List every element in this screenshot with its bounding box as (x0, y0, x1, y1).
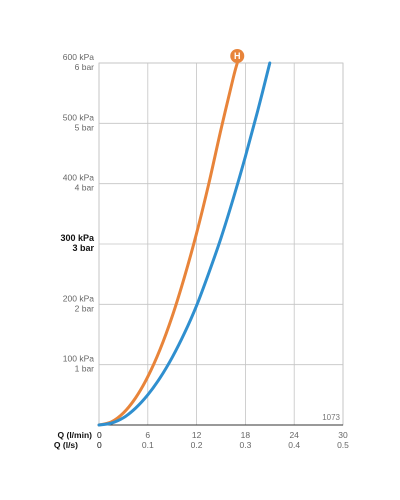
y-tick-label-kpa: 500 kPa (63, 112, 94, 122)
y-tick-label-kpa: 600 kPa (63, 52, 94, 62)
series-line-2 (97, 61, 272, 427)
y-tick-label-kpa: 300 kPa (60, 233, 95, 243)
x-tick-label-lmin: 6 (145, 430, 150, 440)
x-tick-label-ls: 0 (97, 440, 102, 450)
x-tick-label-lmin: 0 (97, 430, 102, 440)
x-axis-labels: 00 60.1 120.2 180.3 240.4 300.5 (97, 430, 349, 450)
x-tick-label-ls: 0.3 (239, 440, 251, 450)
y-tick-label-bar: 5 bar (75, 122, 95, 132)
major-grid (98, 62, 344, 426)
x-tick-label-lmin: 30 (338, 430, 348, 440)
y-tick-label-bar: 4 bar (75, 183, 95, 193)
series-marker-label: H (234, 51, 241, 61)
y-tick-label-kpa: 400 kPa (63, 173, 94, 183)
x-tick-label-ls: 0.4 (288, 440, 300, 450)
x-axis-label-ls: Q (l/s) (54, 440, 78, 450)
y-tick-label-kpa: 100 kPa (63, 354, 94, 364)
series-marker-badge (230, 49, 245, 63)
y-tick-label-bar: 6 bar (75, 62, 95, 72)
x-tick-label-lmin: 24 (289, 430, 299, 440)
y-tick-label-bar: 1 bar (75, 364, 95, 374)
product-code: 1073 (322, 413, 340, 422)
x-tick-label-lmin: 12 (192, 430, 202, 440)
y-tick-label-kpa: 200 kPa (63, 293, 94, 303)
x-tick-label-ls: 0.5 (337, 440, 349, 450)
series-lines: H (97, 49, 272, 427)
x-tick-label-lmin: 18 (241, 430, 251, 440)
x-axis-label-lmin: Q (l/min) (58, 430, 93, 440)
x-tick-label-ls: 0.2 (191, 440, 203, 450)
y-tick-label-bar: 3 bar (72, 243, 94, 253)
series-line-1 (97, 61, 239, 427)
y-tick-label-bar: 2 bar (75, 303, 95, 313)
x-tick-label-ls: 0.1 (142, 440, 154, 450)
